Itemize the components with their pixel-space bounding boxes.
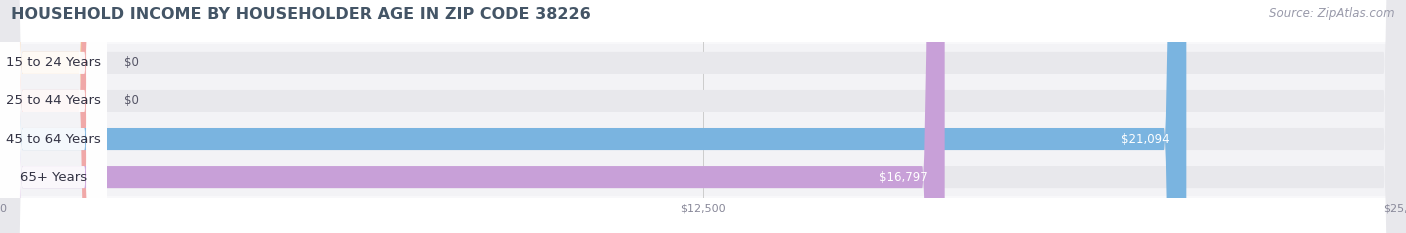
Text: 45 to 64 Years: 45 to 64 Years bbox=[6, 133, 101, 146]
Bar bbox=[0, 120, 1406, 158]
Text: $0: $0 bbox=[124, 94, 139, 107]
Text: $16,797: $16,797 bbox=[879, 171, 928, 184]
Bar bbox=[0, 82, 1406, 120]
FancyBboxPatch shape bbox=[0, 0, 945, 233]
FancyBboxPatch shape bbox=[0, 0, 101, 233]
Bar bbox=[0, 158, 1406, 196]
Text: $0: $0 bbox=[124, 56, 139, 69]
Text: HOUSEHOLD INCOME BY HOUSEHOLDER AGE IN ZIP CODE 38226: HOUSEHOLD INCOME BY HOUSEHOLDER AGE IN Z… bbox=[11, 7, 591, 22]
FancyBboxPatch shape bbox=[0, 0, 107, 233]
FancyBboxPatch shape bbox=[0, 0, 1187, 233]
FancyBboxPatch shape bbox=[0, 0, 107, 233]
FancyBboxPatch shape bbox=[0, 0, 101, 233]
Bar bbox=[0, 44, 1406, 82]
Text: 25 to 44 Years: 25 to 44 Years bbox=[6, 94, 101, 107]
FancyBboxPatch shape bbox=[0, 0, 107, 233]
Text: $21,094: $21,094 bbox=[1121, 133, 1170, 146]
Text: Source: ZipAtlas.com: Source: ZipAtlas.com bbox=[1270, 7, 1395, 20]
FancyBboxPatch shape bbox=[0, 0, 107, 233]
Text: 65+ Years: 65+ Years bbox=[20, 171, 87, 184]
Text: 15 to 24 Years: 15 to 24 Years bbox=[6, 56, 101, 69]
